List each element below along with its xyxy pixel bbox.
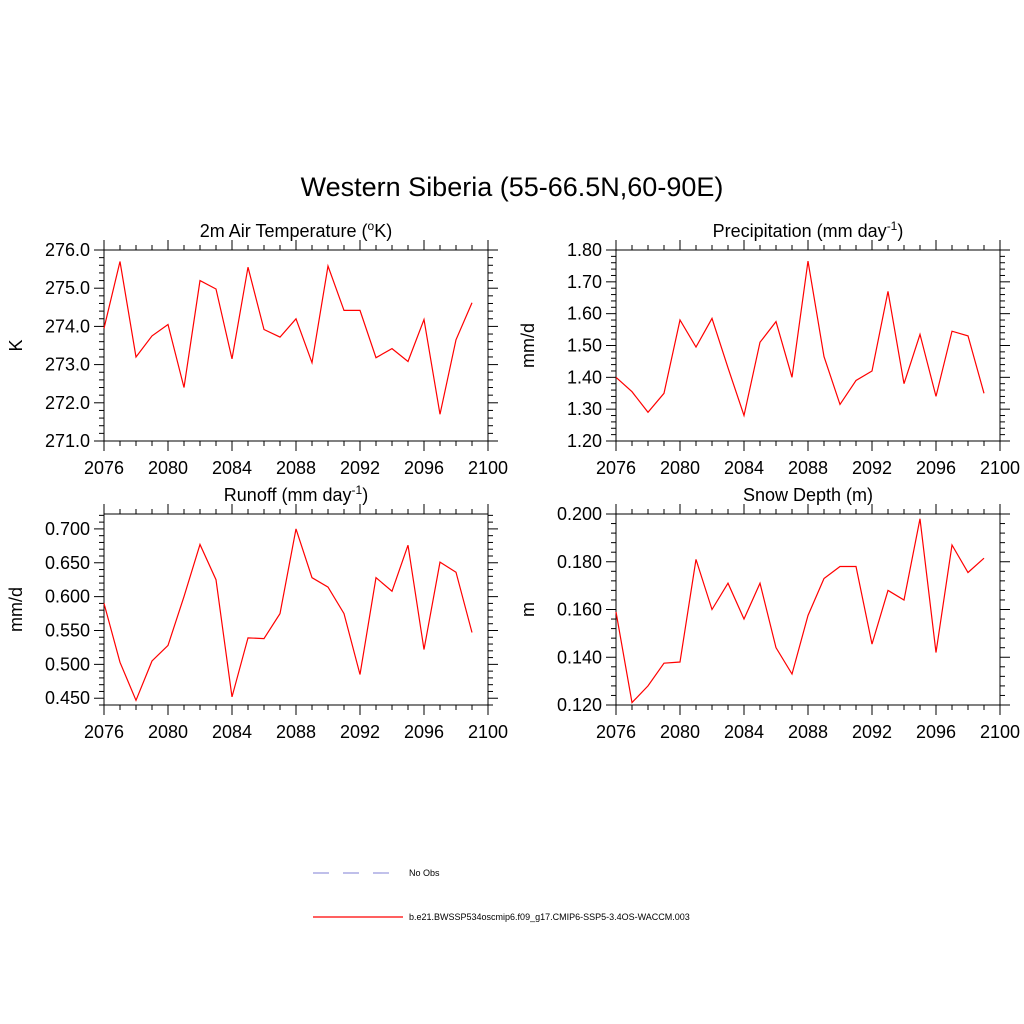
snow-depth-xtick-label: 2092 <box>852 722 892 742</box>
precipitation-series-line <box>615 261 985 418</box>
precipitation-ytick-label: 1.40 <box>567 367 602 387</box>
runoff-xtick-label: 2096 <box>404 722 444 742</box>
snow-depth-xtick-label: 2080 <box>660 722 700 742</box>
precipitation-xtick-label: 2096 <box>916 458 956 478</box>
air-temperature-ytick-label: 271.0 <box>45 431 90 451</box>
air-temperature-ytick-label: 275.0 <box>45 278 90 298</box>
plot-air-temperature: 2m Air Temperature (oK) K 2076 2080 2084 2088… <box>6 219 508 478</box>
air-temperature-xtick-label: 2080 <box>148 458 188 478</box>
snow-depth-xtick-label: 2096 <box>916 722 956 742</box>
runoff-ytick-label: 0.650 <box>45 553 90 573</box>
snow-depth-ytick-label: 0.200 <box>557 504 602 524</box>
air-temperature-plot-frame <box>103 249 489 442</box>
precipitation-title-tail: ) <box>897 221 903 241</box>
air-temperature-ytick-label: 274.0 <box>45 316 90 336</box>
air-temperature-ylabel: K <box>6 339 26 351</box>
runoff-ytick-label: 0.600 <box>45 587 90 607</box>
air-temperature-xtick-label: 2088 <box>276 458 316 478</box>
plot-runoff: Runoff (mm day-1) mm/d 2076 2080 2084 2088 209… <box>6 483 508 742</box>
runoff-title: Runoff (mm day-1) <box>224 483 368 505</box>
air-temperature-title-tail: K) <box>374 221 392 241</box>
precipitation-xtick-label: 2088 <box>788 458 828 478</box>
runoff-title-sup: -1 <box>352 483 363 497</box>
snow-depth-xtick-label: 2088 <box>788 722 828 742</box>
snow-depth-xtick-label: 2084 <box>724 722 764 742</box>
air-temperature-xtick-label: 2076 <box>84 458 124 478</box>
precipitation-title: Precipitation (mm day-1) <box>713 219 904 241</box>
snow-depth-ylabel: m <box>518 602 538 617</box>
air-temperature-xtick-label: 2084 <box>212 458 252 478</box>
runoff-title-tail: ) <box>362 485 368 505</box>
snow-depth-xtick-label: 2100 <box>980 722 1020 742</box>
precipitation-plot-frame <box>615 249 1001 442</box>
snow-depth-ytick-label: 0.160 <box>557 600 602 620</box>
precipitation-xtick-label: 2092 <box>852 458 892 478</box>
runoff-title-main: Runoff (mm day <box>224 485 352 505</box>
plot-precipitation: Precipitation (mm day-1) mm/d 2076 2080 2084… <box>518 219 1020 478</box>
runoff-ytick-label: 0.550 <box>45 620 90 640</box>
air-temperature-ytick-label: 276.0 <box>45 240 90 260</box>
snow-depth-title-main: Snow Depth (m) <box>743 485 873 505</box>
runoff-ylabel: mm/d <box>6 587 26 632</box>
runoff-ytick-label: 0.500 <box>45 654 90 674</box>
precipitation-ytick-label: 1.60 <box>567 304 602 324</box>
runoff-ytick-label: 0.700 <box>45 519 90 539</box>
runoff-series-line <box>103 528 473 702</box>
runoff-xtick-label: 2076 <box>84 722 124 742</box>
snow-depth-series-line <box>615 518 985 704</box>
snow-depth-ytick-label: 0.140 <box>557 647 602 667</box>
air-temperature-title-sup: o <box>368 219 375 233</box>
precipitation-ytick-label: 1.50 <box>567 336 602 356</box>
precipitation-title-main: Precipitation (mm day <box>713 221 887 241</box>
precipitation-ytick-label: 1.20 <box>567 431 602 451</box>
runoff-xtick-label: 2088 <box>276 722 316 742</box>
runoff-xtick-label: 2080 <box>148 722 188 742</box>
snow-depth-ytick-label: 0.180 <box>557 552 602 572</box>
legend-no-obs-label: No Obs <box>409 868 440 878</box>
runoff-xtick-label: 2084 <box>212 722 252 742</box>
snow-depth-ytick-label: 0.120 <box>557 695 602 715</box>
runoff-plot-frame <box>103 513 489 706</box>
precipitation-xtick-label: 2080 <box>660 458 700 478</box>
precipitation-ylabel: mm/d <box>518 323 538 368</box>
air-temperature-xtick-label: 2100 <box>468 458 508 478</box>
snow-depth-xtick-label: 2076 <box>596 722 636 742</box>
page-title: Western Siberia (55-66.5N,60-90E) <box>301 172 724 202</box>
precipitation-ytick-label: 1.70 <box>567 272 602 292</box>
runoff-xtick-label: 2092 <box>340 722 380 742</box>
precipitation-ytick-label: 1.30 <box>567 399 602 419</box>
precipitation-ytick-label: 1.80 <box>567 240 602 260</box>
precipitation-xtick-label: 2084 <box>724 458 764 478</box>
runoff-xtick-label: 2100 <box>468 722 508 742</box>
legend: No Obs b.e21.BWSSP534oscmip6.f09_g17.CMI… <box>313 868 690 922</box>
air-temperature-title-main: 2m Air Temperature ( <box>200 221 368 241</box>
runoff-ytick-label: 0.450 <box>45 688 90 708</box>
precipitation-title-sup: -1 <box>887 219 898 233</box>
legend-model-label: b.e21.BWSSP534oscmip6.f09_g17.CMIP6-SSP5… <box>409 912 690 922</box>
air-temperature-xtick-label: 2092 <box>340 458 380 478</box>
snow-depth-title: Snow Depth (m) <box>743 485 873 505</box>
plot-snow-depth: Snow Depth (m) m 2076 2080 2084 2088 2092 2096 2… <box>518 485 1020 742</box>
air-temperature-ytick-label: 273.0 <box>45 355 90 375</box>
air-temperature-series-line <box>103 261 473 415</box>
air-temperature-title: 2m Air Temperature (oK) <box>200 219 392 241</box>
precipitation-xtick-label: 2076 <box>596 458 636 478</box>
air-temperature-ytick-label: 272.0 <box>45 393 90 413</box>
precipitation-xtick-label: 2100 <box>980 458 1020 478</box>
air-temperature-xtick-label: 2096 <box>404 458 444 478</box>
